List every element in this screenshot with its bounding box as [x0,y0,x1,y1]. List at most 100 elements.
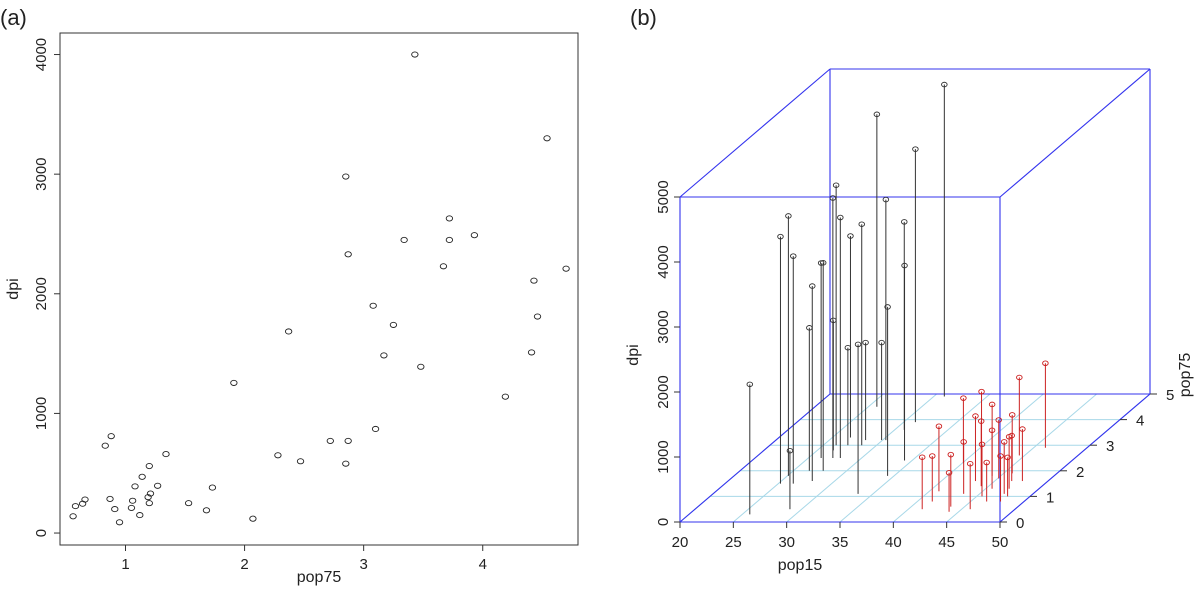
data-point [208,484,217,491]
data-point [184,500,193,507]
floor-grid-line [946,393,1097,523]
plot-frame [59,32,579,546]
scatter3d-plot-b: 20 25 30 35 40 45 5001000200030004000500001234… [625,5,1194,574]
low-dpi-point [966,460,974,467]
data-point [400,236,408,244]
data-point [230,379,238,386]
data-point [562,265,570,272]
data-point [145,500,153,507]
low-dpi-point [945,470,953,476]
data-point [445,236,454,244]
y-tick-label: 2 [1076,464,1084,481]
panel-label-b: (b) [630,5,657,30]
low-dpi-point [988,401,996,408]
data-point [527,349,536,356]
high-dpi-point [809,283,816,289]
data-point [71,503,80,510]
floor-grid-line [786,393,937,523]
y-tick-label: 0 [33,529,50,537]
y-tick-label: 3000 [33,157,50,190]
high-dpi-point [819,260,827,266]
high-dpi-point [777,233,784,240]
x-tick-label: 1 [121,556,129,573]
low-dpi-point [1016,374,1023,381]
data-point [136,512,144,519]
data-point [470,232,479,239]
data-point [296,458,305,465]
y-tick-label: 3 [1106,438,1114,455]
x-tick-label: 20 [672,534,689,551]
data-point [145,462,153,470]
data-point [344,437,352,444]
low-dpi-point [1008,412,1016,418]
data-point [128,497,137,504]
floor-grid-line [893,393,1044,523]
y-axis-label: dpi [5,278,22,299]
y-axis-label: pop75 [1177,353,1194,398]
data-point [445,215,454,222]
data-point [131,483,139,490]
data-point [533,313,542,320]
y-tick-label: 1 [1046,489,1054,506]
x-tick-label: 2 [240,556,248,573]
x-tick-label: 3 [359,556,367,573]
y-tick-label: 0 [1016,515,1024,532]
data-point [326,437,334,444]
low-dpi-point [977,418,985,424]
box-edge [679,393,831,523]
data-point [344,251,352,258]
high-dpi-point [847,233,854,239]
high-dpi-point [884,304,891,310]
box-edge [999,393,1151,523]
z-tick-label: 3000 [655,310,672,343]
data-point [138,473,146,480]
low-dpi-point [1004,454,1011,461]
low-dpi-point [960,439,967,445]
high-dpi-point [830,317,837,324]
data-point [371,425,380,433]
high-dpi-point [901,262,908,269]
data-point [146,490,155,497]
x-axis-label: pop15 [778,557,823,574]
low-dpi-point [988,427,996,433]
low-dpi-point [978,388,985,395]
z-tick-label: 5000 [655,180,672,213]
high-dpi-point [873,111,881,118]
data-point [380,352,388,359]
panel-label-a: (a) [0,5,27,30]
data-point [342,173,350,180]
data-point [202,507,211,514]
high-dpi-point [829,195,837,201]
y-tick-label: 1000 [33,397,50,430]
z-tick-label: 1000 [655,440,672,473]
box-edge [679,68,831,198]
z-tick-label: 4000 [655,245,672,278]
data-point [69,513,77,520]
data-point [162,451,170,458]
y-tick-label: 4000 [33,38,50,71]
high-dpi-point [786,447,794,454]
data-point [127,504,136,511]
x-tick-label: 35 [832,534,849,551]
y-tick-label: 5 [1166,387,1174,404]
high-dpi-point [878,339,885,346]
low-dpi-point [978,441,986,448]
x-tick-label: 4 [479,556,487,573]
scatter-plot-a: 1 2 3 4 0 1000 2000 3000 4000 pop75 dpi (a) [0,5,579,586]
high-dpi-point [912,146,919,152]
high-dpi-point [844,344,852,351]
high-dpi-point [882,196,890,203]
high-dpi-point [854,341,862,348]
low-dpi-point [929,453,936,459]
data-point [101,442,109,449]
x-axis-label: pop75 [297,569,342,586]
z-axis-label: dpi [625,344,642,365]
high-dpi-point [832,182,840,188]
low-dpi-point [1000,439,1008,445]
high-dpi-point [858,221,865,227]
data-point [249,515,257,522]
x-tick-label: 40 [885,534,902,551]
high-dpi-point [862,339,869,346]
low-dpi-point [983,459,990,466]
